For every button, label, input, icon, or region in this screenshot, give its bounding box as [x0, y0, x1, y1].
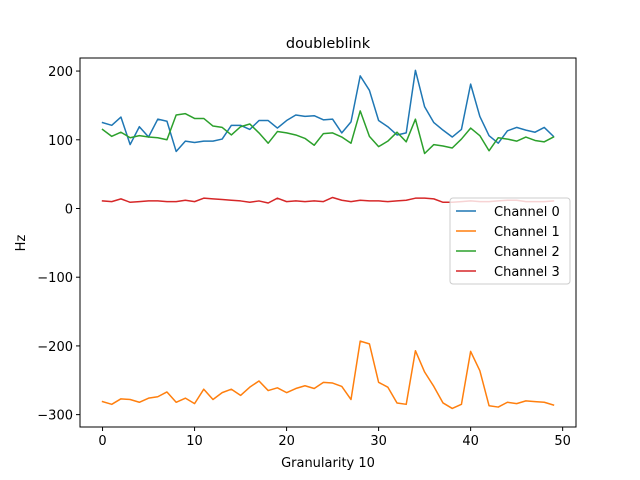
x-tick-label: 10 — [186, 434, 203, 449]
y-axis-ticks: −300 −200 −100 0 100 200 — [37, 65, 80, 424]
x-axis-ticks: 0 10 20 30 40 50 — [98, 427, 571, 449]
x-tick-label: 50 — [554, 434, 571, 449]
x-tick-label: 0 — [98, 434, 106, 449]
y-tick-label: −200 — [37, 340, 73, 355]
legend-label-0: Channel 0 — [494, 205, 560, 220]
y-tick-label: 200 — [48, 65, 73, 80]
x-tick-label: 40 — [462, 434, 479, 449]
x-tick-label: 20 — [278, 434, 295, 449]
axes-frame — [79, 57, 577, 428]
y-tick-label: 0 — [65, 202, 73, 217]
legend-label-2: Channel 2 — [494, 245, 560, 260]
plot-area — [101, 69, 555, 410]
y-tick-label: 100 — [48, 134, 73, 149]
y-axis-label: Hz — [14, 235, 29, 252]
legend-label-3: Channel 3 — [494, 265, 560, 280]
series-line-2 — [101, 110, 555, 155]
legend-box — [449, 197, 571, 285]
x-axis-label: Granularity 10 — [281, 456, 375, 471]
y-tick-label: −100 — [37, 271, 73, 286]
series-line-0 — [101, 69, 555, 153]
x-tick-label: 30 — [370, 434, 387, 449]
legend-label-1: Channel 1 — [494, 225, 560, 240]
series-layer — [101, 69, 555, 410]
series-line-1 — [101, 340, 555, 410]
y-tick-label: −300 — [37, 409, 73, 424]
legend-items: Channel 0 Channel 1 Channel 2 Channel 3 — [456, 205, 560, 280]
legend: Channel 0 Channel 1 Channel 2 Channel 3 — [449, 197, 571, 285]
chart-title: doubleblink — [286, 36, 371, 52]
